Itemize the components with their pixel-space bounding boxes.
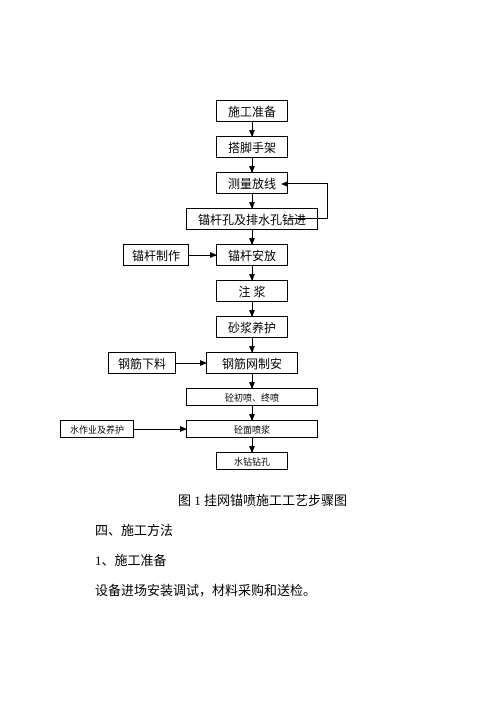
node-rebar-mesh: 钢筋网制安 [206,352,298,374]
arrow [252,122,253,136]
node-shotcrete: 砼初喷、终喷 [186,388,318,406]
feedback-loop [288,183,328,219]
arrow-h [176,363,206,364]
arrow [252,158,253,172]
section-heading-4: 四、施工方法 [95,518,173,544]
arrow [252,406,253,420]
paragraph: 设备进场安装调试，材料采购和送检。 [95,578,316,604]
arrow [252,338,253,352]
subsection-heading-1: 1、施工准备 [95,548,167,574]
node-grout: 注 浆 [216,280,288,302]
arrow [252,194,253,208]
arrow [252,438,253,452]
node-rebar-cut: 钢筋下料 [108,352,176,374]
node-prep: 施工准备 [216,100,288,122]
arrow [252,302,253,316]
node-anchor-place: 锚杆安放 [216,244,288,266]
node-survey: 测量放线 [216,172,288,194]
node-surface-spray: 砼面喷浆 [186,420,318,438]
arrow-h [134,429,186,430]
arrow [252,374,253,388]
arrow [252,230,253,244]
node-water-cure: 水作业及养护 [60,420,134,438]
node-water-drill: 水钻钻孔 [216,452,288,470]
figure-caption: 图 1 挂网锚喷施工工艺步骤图 [178,490,347,509]
arrow [252,266,253,280]
node-scaffold: 搭脚手架 [216,136,288,158]
node-anchor-make: 锚杆制作 [123,244,189,266]
arrow-h [189,255,216,256]
node-cure: 砂浆养护 [216,316,288,338]
